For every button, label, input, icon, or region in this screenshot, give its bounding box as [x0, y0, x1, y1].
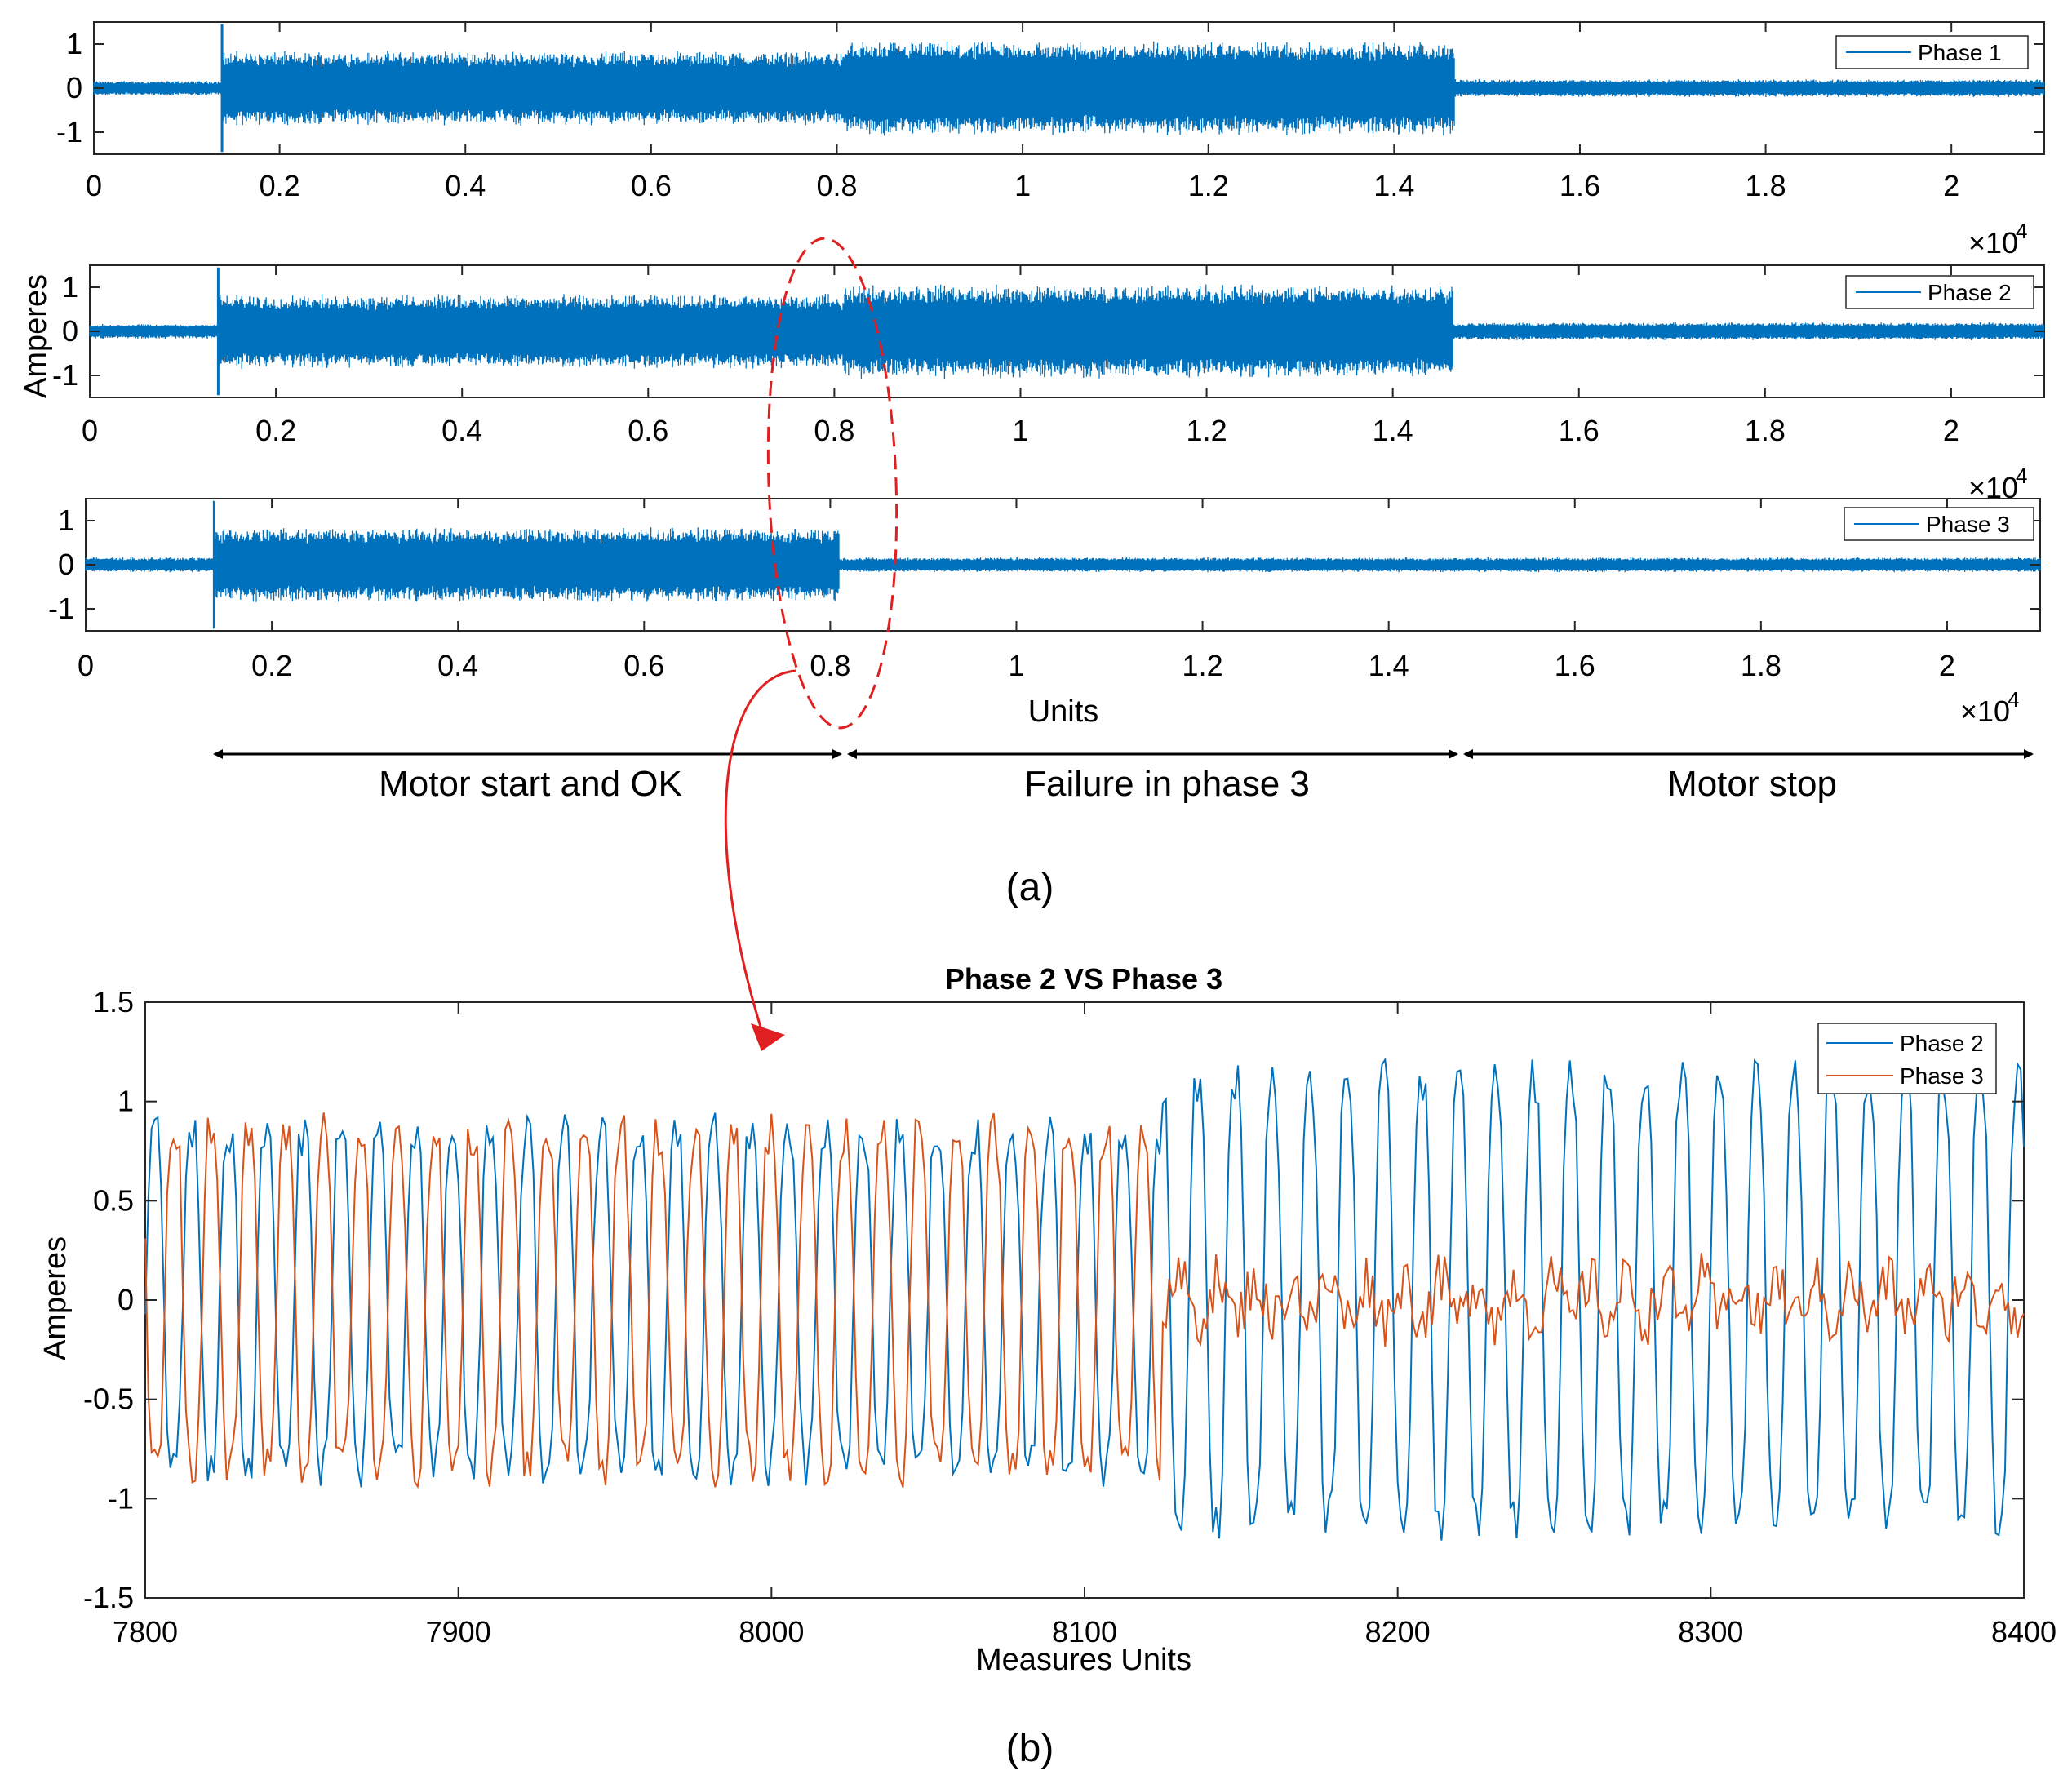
- x-tick-label: 0.2: [251, 649, 292, 682]
- panel-a-label: (a): [1006, 866, 1054, 909]
- exponent-power: 4: [2016, 219, 2027, 243]
- panel-b-label: (b): [1006, 1727, 1054, 1770]
- zoom-arrow-curve: [724, 669, 796, 1036]
- legend-label: Phase 3: [1900, 1063, 1984, 1089]
- exponent-label-3: ×10 4: [1960, 687, 2019, 728]
- subplot-phase2-vs-phase3: 7800 7900 8000 8100 8200 8300 8400 1.5 1 0.5 0 -0.5…: [83, 985, 2056, 1649]
- region-label-failure: Failure in phase 3: [1024, 764, 1310, 804]
- legend-label: Phase 2: [1900, 1031, 1984, 1056]
- x-tick-label: 2: [1943, 414, 1959, 447]
- x-tick-label: 2: [1943, 169, 1959, 202]
- x-tick-label: 1.8: [1746, 169, 1786, 202]
- region-label-stop: Motor stop: [1667, 764, 1837, 804]
- x-tick-label: 1.4: [1373, 414, 1413, 447]
- x-tick-label: 0.8: [814, 414, 854, 447]
- panel-b-title: Phase 2 VS Phase 3: [945, 962, 1222, 996]
- y-tick-label: 0: [66, 71, 82, 104]
- x-tick-label: 0.2: [260, 169, 300, 202]
- legend-label: Phase 2: [1928, 280, 2012, 305]
- panel-b-ylabel: Amperes: [38, 1236, 73, 1360]
- y-tick-label: -0.5: [83, 1382, 134, 1416]
- x-tick-label: 0.4: [441, 414, 482, 447]
- exponent-base: ×10: [1968, 471, 2018, 504]
- y-tick-label: 1: [58, 504, 74, 537]
- panel-b-xlabel: Measures Units: [976, 1643, 1191, 1677]
- x-tick-label: 1.2: [1187, 414, 1227, 447]
- series-phase-3: [144, 1112, 2025, 1489]
- zoom-arrow-head: [751, 1023, 785, 1051]
- x-tick-label: 1.6: [1555, 649, 1595, 682]
- x-tick-label: 0.4: [437, 649, 478, 682]
- x-tick-label: 2: [1939, 649, 1955, 682]
- legend-label: Phase 1: [1918, 40, 2002, 65]
- x-tick-label: 1.8: [1741, 649, 1781, 682]
- x-tick-label: 8400: [1991, 1615, 2056, 1649]
- legend-box: [1817, 1023, 1997, 1094]
- x-tick-label: 1.6: [1560, 169, 1600, 202]
- x-tick-label: 8200: [1365, 1615, 1431, 1649]
- x-tick-label: 1: [1014, 169, 1031, 202]
- y-tick-label: 1.5: [93, 985, 134, 1018]
- x-tick-label: 0: [82, 414, 98, 447]
- x-tick-label: 1.4: [1369, 649, 1409, 682]
- x-tick-label: 1: [1012, 414, 1028, 447]
- x-tick-label: 1: [1008, 649, 1024, 682]
- y-tick-label: -1: [48, 592, 74, 625]
- x-tick-label: 0.4: [445, 169, 486, 202]
- panel-a-ylabel: Amperes: [19, 274, 53, 398]
- y-tick-label: 0.5: [93, 1183, 134, 1217]
- x-tick-label: 7800: [113, 1615, 178, 1649]
- x-tick-label: 0: [86, 169, 102, 202]
- y-tick-label: -1: [56, 115, 82, 149]
- x-tick-label: 1.2: [1188, 169, 1229, 202]
- x-tick-label: 0.2: [255, 414, 296, 447]
- y-tick-label: 0: [62, 314, 78, 348]
- exponent-label-1: ×10 4: [1968, 219, 2027, 260]
- x-tick-label: 0.6: [628, 414, 668, 447]
- x-tick-label: 8100: [1052, 1615, 1117, 1649]
- y-tick-label: 1: [66, 27, 82, 60]
- highlight-ellipse: [766, 237, 898, 730]
- y-tick-label: 1: [118, 1085, 134, 1118]
- region-label-start-ok: Motor start and OK: [379, 764, 682, 804]
- x-tick-label: 0.6: [623, 649, 664, 682]
- panel-a-xlabel: Units: [1028, 695, 1099, 729]
- x-tick-label: 0.8: [810, 649, 850, 682]
- exponent-power: 4: [2008, 687, 2019, 712]
- x-tick-label: 0: [78, 649, 94, 682]
- y-tick-label: -1: [52, 358, 78, 392]
- y-tick-label: -1: [108, 1481, 134, 1515]
- y-tick-label: -1.5: [83, 1581, 134, 1614]
- y-tick-label: 0: [58, 548, 74, 581]
- x-tick-label: 1.4: [1373, 169, 1414, 202]
- x-tick-label: 0.8: [816, 169, 857, 202]
- exponent-power: 4: [2016, 464, 2027, 488]
- y-tick-label: 1: [62, 270, 78, 304]
- x-tick-label: 8000: [739, 1615, 804, 1649]
- x-tick-label: 8300: [1678, 1615, 1743, 1649]
- exponent-base: ×10: [1968, 226, 2018, 260]
- x-tick-label: 1.8: [1745, 414, 1786, 447]
- exponent-label-2: ×10 4: [1968, 464, 2027, 504]
- y-tick-label: 0: [118, 1283, 134, 1316]
- exponent-base: ×10: [1960, 695, 2010, 728]
- x-tick-label: 1.2: [1182, 649, 1223, 682]
- x-tick-label: 0.6: [631, 169, 672, 202]
- series-phase-2: [144, 1057, 2025, 1541]
- x-tick-label: 7900: [426, 1615, 491, 1649]
- x-tick-label: 1.6: [1559, 414, 1599, 447]
- legend-label: Phase 3: [1926, 512, 2010, 537]
